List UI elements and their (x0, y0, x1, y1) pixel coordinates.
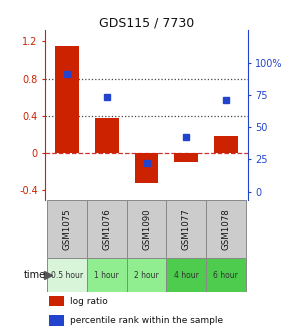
Bar (127, 200, 166, 258)
Text: 0.5 hour: 0.5 hour (51, 270, 83, 280)
Text: 6 hour: 6 hour (213, 270, 238, 280)
Bar (87, 258, 127, 292)
Bar (134, 153, 159, 183)
Bar (206, 258, 246, 292)
Text: GSM1075: GSM1075 (63, 208, 72, 250)
Text: log ratio: log ratio (70, 297, 108, 306)
Bar (174, 153, 198, 162)
Text: time: time (24, 270, 46, 280)
Bar (87, 200, 127, 258)
Text: 4 hour: 4 hour (174, 270, 199, 280)
Title: GDS115 / 7730: GDS115 / 7730 (99, 16, 194, 29)
Bar (206, 200, 246, 258)
Bar (55, 46, 79, 153)
Text: 2 hour: 2 hour (134, 270, 159, 280)
Text: GSM1076: GSM1076 (102, 208, 111, 250)
Bar (50, 315, 64, 326)
Bar (214, 136, 238, 153)
Bar (127, 258, 166, 292)
Bar (166, 258, 206, 292)
Text: percentile rank within the sample: percentile rank within the sample (70, 316, 223, 325)
Bar (47, 200, 87, 258)
Bar (50, 296, 64, 306)
Bar (47, 258, 87, 292)
Bar (166, 200, 206, 258)
Text: GSM1090: GSM1090 (142, 208, 151, 250)
Bar (95, 118, 119, 153)
Text: 1 hour: 1 hour (94, 270, 119, 280)
Text: GSM1078: GSM1078 (221, 208, 230, 250)
Text: GSM1077: GSM1077 (182, 208, 191, 250)
